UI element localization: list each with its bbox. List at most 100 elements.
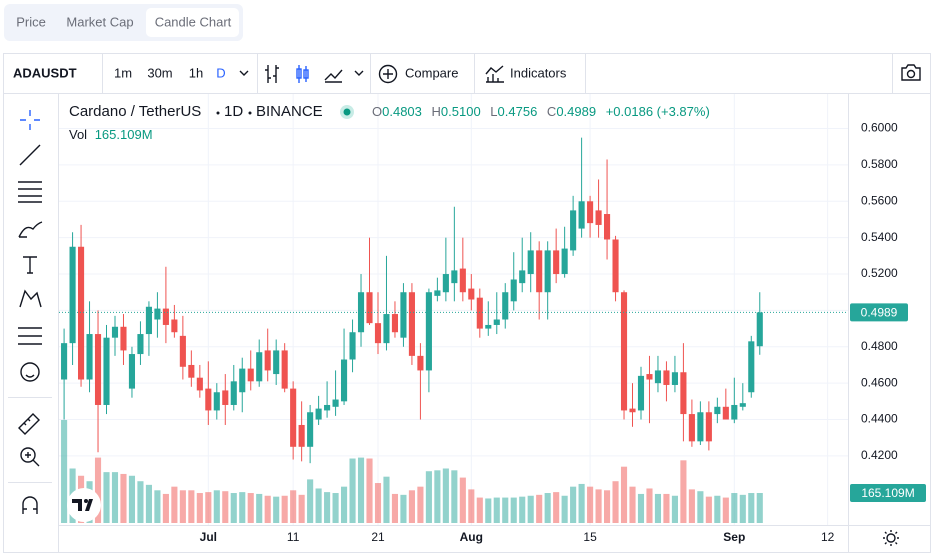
volume-bar (61, 419, 68, 523)
candle-body (61, 343, 68, 380)
text-tool[interactable] (23, 256, 37, 274)
candle-body (595, 210, 602, 225)
area-icon[interactable] (324, 69, 343, 83)
y-tick-label: 0.6000 (861, 121, 898, 135)
compare-button[interactable]: Compare (405, 65, 458, 80)
candle-body (604, 214, 611, 240)
last-price-label: 0.4989 (861, 306, 898, 320)
prediction-tool[interactable] (18, 327, 42, 345)
candle-body (434, 290, 441, 296)
candle-body (697, 412, 704, 442)
ruler-tool[interactable] (18, 413, 40, 435)
bars-icon[interactable] (265, 65, 279, 83)
candle-body (256, 352, 263, 382)
volume-bar (756, 493, 763, 523)
candle-body (222, 390, 229, 405)
zoom-tool[interactable] (20, 447, 36, 463)
candle-body (86, 334, 93, 380)
emoji-tool[interactable] (20, 362, 40, 382)
volume-bar (298, 494, 305, 523)
ohlc-key: H (432, 104, 441, 119)
indicators-icon[interactable] (485, 65, 504, 83)
candle-body (451, 270, 458, 284)
volume-badge (850, 484, 926, 503)
candle-body (137, 334, 144, 355)
candle-body (646, 374, 653, 380)
tab[interactable]: Market Cap (66, 14, 133, 29)
exchange-label: BINANCE (256, 103, 323, 120)
candle-body (510, 279, 517, 302)
volume-bar (171, 486, 178, 523)
volume-bar (654, 493, 662, 523)
tab[interactable]: Candle Chart (155, 14, 232, 29)
volume-bar (527, 495, 534, 523)
symbol[interactable]: ADAUSDT (13, 65, 77, 80)
candle-body (281, 350, 288, 389)
candle-body (179, 335, 186, 367)
volume-bar (315, 488, 322, 523)
dropdown-icon[interactable] (239, 70, 249, 76)
candle-body (561, 248, 568, 275)
interval[interactable]: 1m (114, 65, 132, 80)
candle-body (307, 412, 314, 447)
volume-bar (366, 458, 373, 523)
volume-bar (510, 497, 517, 523)
separator-dot (216, 111, 220, 115)
dropdown-icon[interactable] (354, 70, 364, 76)
volume-bar (620, 466, 628, 523)
emoji-tool (25, 374, 35, 378)
candle-body (519, 270, 526, 284)
candles-icon[interactable] (298, 65, 307, 83)
volume-bar (434, 470, 441, 523)
candle-body (239, 368, 246, 393)
volume-bar (544, 493, 551, 523)
interval[interactable]: 30m (147, 65, 172, 80)
volume-bar (493, 497, 500, 523)
volume-bar (247, 493, 254, 523)
volume-bar (128, 475, 136, 523)
volume-bar (714, 495, 721, 523)
interval[interactable]: D (216, 65, 225, 80)
settings-icon[interactable] (883, 530, 899, 546)
fib-tool[interactable] (18, 181, 42, 203)
candles-icon (303, 69, 309, 79)
candle-body (654, 370, 662, 384)
candle-body (205, 388, 212, 411)
zoom-tool (25, 452, 40, 467)
volume-bar (400, 494, 407, 523)
volume-bar (94, 457, 102, 523)
change: +0.0186 (+3.87%) (606, 104, 710, 119)
ohlc-value: 0.5100 (441, 104, 481, 119)
indicators-button[interactable]: Indicators (510, 65, 567, 80)
volume-bar (145, 484, 152, 523)
volume-bar (162, 493, 169, 523)
volume-bar (739, 494, 746, 523)
volume-bar (408, 490, 415, 523)
candle-body (485, 324, 492, 329)
volume-bar (374, 483, 382, 523)
compare-icon[interactable] (378, 64, 398, 84)
candle-body (756, 312, 763, 347)
candle-body (400, 292, 407, 338)
tab[interactable]: Price (16, 14, 46, 29)
candle-body (527, 250, 534, 275)
line-tool[interactable] (19, 144, 41, 166)
volume-bar (663, 493, 670, 523)
volume-bar (111, 472, 119, 523)
magnet-tool[interactable] (22, 496, 38, 514)
candle-body (264, 350, 271, 371)
pattern-tool[interactable] (19, 289, 42, 308)
volume-legend: Vol 165.109M (69, 127, 153, 142)
y-tick-label: 0.4400 (861, 412, 898, 426)
volume-bar (553, 492, 560, 523)
candle-body (324, 404, 331, 411)
candle-body (663, 370, 670, 385)
screenshot-icon[interactable] (901, 64, 921, 81)
crosshair-tool[interactable] (20, 110, 40, 130)
interval[interactable]: 1h (189, 65, 203, 80)
brush-tool[interactable] (18, 221, 43, 238)
candle-body (111, 326, 119, 338)
ohlc-key: O (372, 104, 382, 119)
candle-body (213, 392, 220, 411)
candle-body (357, 292, 365, 333)
